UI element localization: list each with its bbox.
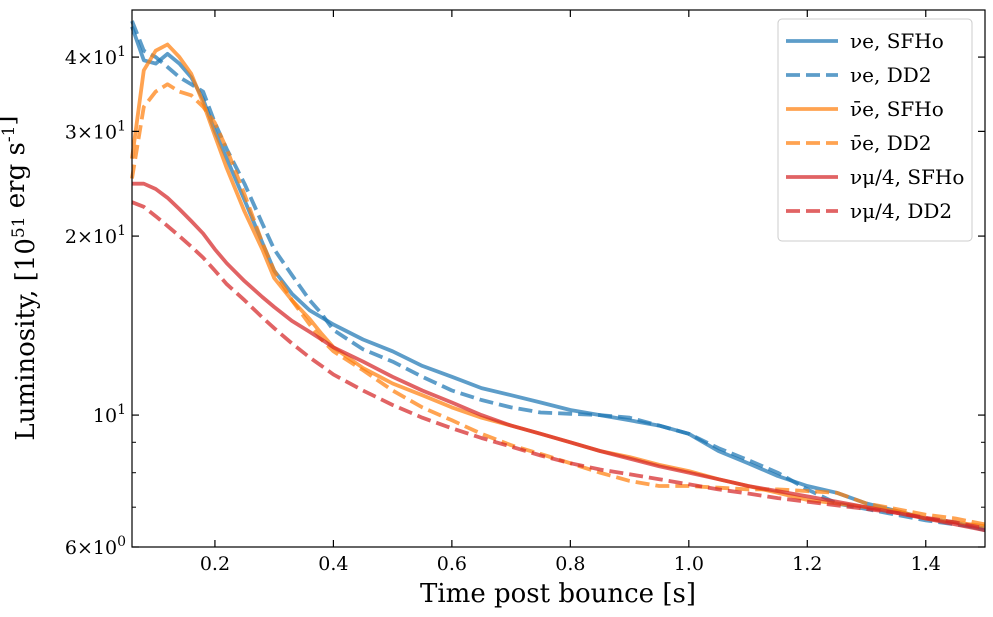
series-line-5 <box>131 200 986 531</box>
y-tick-label: 3×101 <box>65 118 126 143</box>
x-tick-label: 0.8 <box>555 553 585 575</box>
y-tick-label: 6×100 <box>65 534 126 559</box>
y-axis-label: Luminosity, [1051 erg s-1] <box>0 115 41 440</box>
series-line-4 <box>132 181 986 533</box>
legend-label: ν̄e, SFHo <box>850 97 944 121</box>
legend-label: νμ/4, SFHo <box>850 165 964 189</box>
plot-frame <box>131 9 986 548</box>
x-tick-label: 0.2 <box>200 553 230 575</box>
series-layer <box>130 20 986 533</box>
axes-layer: 0.2 0.4 0.6 0.8 1.0 1.2 1.4 6×100 101 2×101 3×101 4… <box>65 9 986 575</box>
x-tick-label: 1.2 <box>792 553 822 575</box>
x-tick-label: 0.6 <box>437 553 467 575</box>
series-line-3 <box>130 82 986 527</box>
y-tick-label: 4×101 <box>65 44 126 69</box>
y-tick-label: 2×101 <box>65 223 126 248</box>
legend-label: νμ/4, DD2 <box>850 199 952 223</box>
legend-label: ν̄e, DD2 <box>850 131 932 155</box>
legend-label: νe, DD2 <box>850 63 932 87</box>
series-line-1 <box>130 20 986 531</box>
y-tick-label: 101 <box>93 402 126 427</box>
x-tick-label: 1.4 <box>911 553 941 575</box>
x-tick-label: 1.0 <box>674 553 704 575</box>
legend: νe, SFHo νe, DD2 ν̄e, SFHo ν̄e, DD2 νμ/4, SF… <box>777 18 973 242</box>
legend-label: νe, SFHo <box>850 29 944 53</box>
x-axis-label: Time post bounce [s] <box>420 579 696 609</box>
x-tick-label: 0.4 <box>318 553 348 575</box>
